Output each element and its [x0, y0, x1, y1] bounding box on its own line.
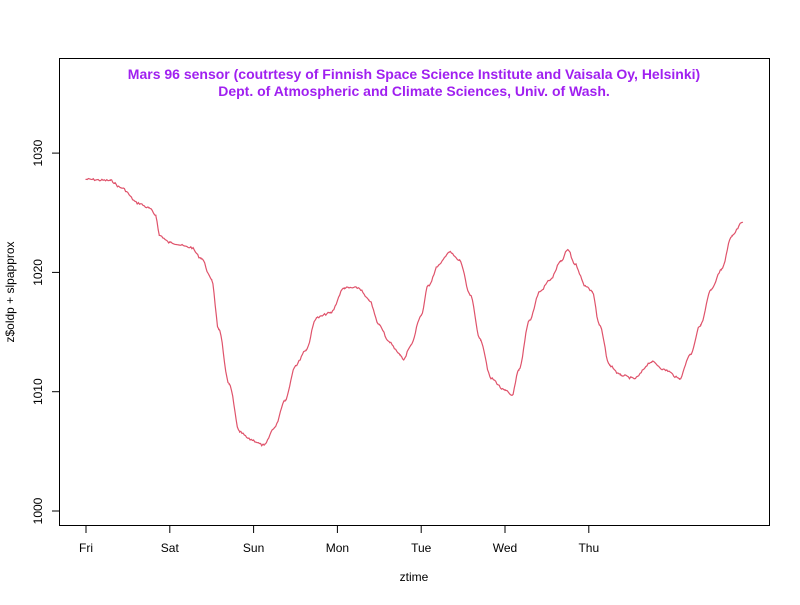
y-axis-label: z$oldp + slpapprox [3, 241, 17, 342]
x-tick-label: Fri [79, 541, 93, 555]
data-point [490, 377, 492, 380]
y-tick-label: 1020 [31, 259, 45, 286]
x-tick-label: Thu [578, 541, 599, 555]
data-point [609, 364, 611, 367]
data-point [689, 354, 691, 356]
data-point [619, 374, 621, 376]
data-point [560, 261, 562, 263]
x-axis: Fri Sat Sun Mon Tue Wed Thu [79, 525, 599, 555]
data-point [403, 358, 405, 361]
x-tick-label: Sat [161, 541, 180, 555]
data-point [249, 438, 251, 441]
data-point [678, 377, 681, 380]
y-tick-label: 1030 [31, 139, 45, 166]
data-point [420, 314, 422, 316]
data-point [148, 207, 150, 209]
data-point [710, 289, 712, 291]
data-point [294, 364, 297, 367]
data-point [273, 426, 276, 429]
data-point [343, 287, 345, 289]
data-point [389, 342, 391, 344]
data-point [567, 249, 569, 251]
data-points [85, 178, 744, 446]
data-point [651, 361, 653, 363]
y-axis: 1000 1010 1020 1030 [31, 139, 60, 524]
x-tick-label: Mon [326, 541, 349, 555]
data-point [469, 294, 471, 296]
data-point [448, 251, 450, 253]
data-point [741, 221, 744, 223]
data-point [665, 369, 667, 371]
data-point [211, 278, 213, 281]
data-point [459, 259, 461, 262]
data-point [284, 399, 286, 401]
data-point [109, 179, 112, 182]
data-point [329, 312, 332, 314]
data-point [218, 329, 220, 331]
data-point [511, 394, 513, 396]
data-point [85, 178, 87, 180]
data-point [504, 389, 506, 392]
data-point [228, 383, 230, 386]
x-tick-label: Tue [411, 541, 432, 555]
data-point [427, 284, 429, 287]
data-point [574, 263, 576, 265]
data-point [169, 241, 171, 244]
data-point [315, 317, 318, 319]
data-point [120, 187, 122, 189]
chart-subtitle: Dept. of Atmospheric and Climate Science… [218, 83, 610, 99]
chart-title: Mars 96 sensor (coutrtesy of Finnish Spa… [128, 66, 700, 82]
data-point [137, 202, 139, 204]
data-point [518, 369, 520, 371]
data-point [399, 354, 401, 356]
data-point [239, 431, 241, 433]
x-tick-label: Sun [243, 541, 264, 555]
data-point [549, 278, 551, 281]
data-point [158, 234, 160, 237]
data-point [410, 344, 412, 346]
data-point [305, 349, 307, 351]
plot-frame [59, 58, 770, 526]
data-point [378, 324, 380, 326]
data-point [584, 284, 586, 287]
data-point [731, 234, 733, 237]
data-point [190, 246, 192, 248]
data-point [200, 257, 202, 259]
data-point [598, 324, 600, 326]
data-point [155, 214, 157, 216]
data-point [479, 339, 482, 342]
data-point [591, 290, 593, 293]
data-point [699, 324, 702, 326]
y-tick-label: 1000 [31, 497, 45, 524]
data-point [263, 444, 265, 446]
series-line [85, 177, 743, 447]
data-point [528, 319, 531, 321]
x-axis-label: ztime [400, 570, 429, 584]
data-point [720, 269, 723, 271]
x-tick-label: Wed [493, 541, 517, 555]
data-point [633, 377, 635, 380]
data-point [368, 299, 370, 301]
y-tick-label: 1010 [31, 378, 45, 405]
data-point [539, 290, 541, 293]
data-point [357, 287, 359, 289]
data-point [438, 264, 440, 266]
